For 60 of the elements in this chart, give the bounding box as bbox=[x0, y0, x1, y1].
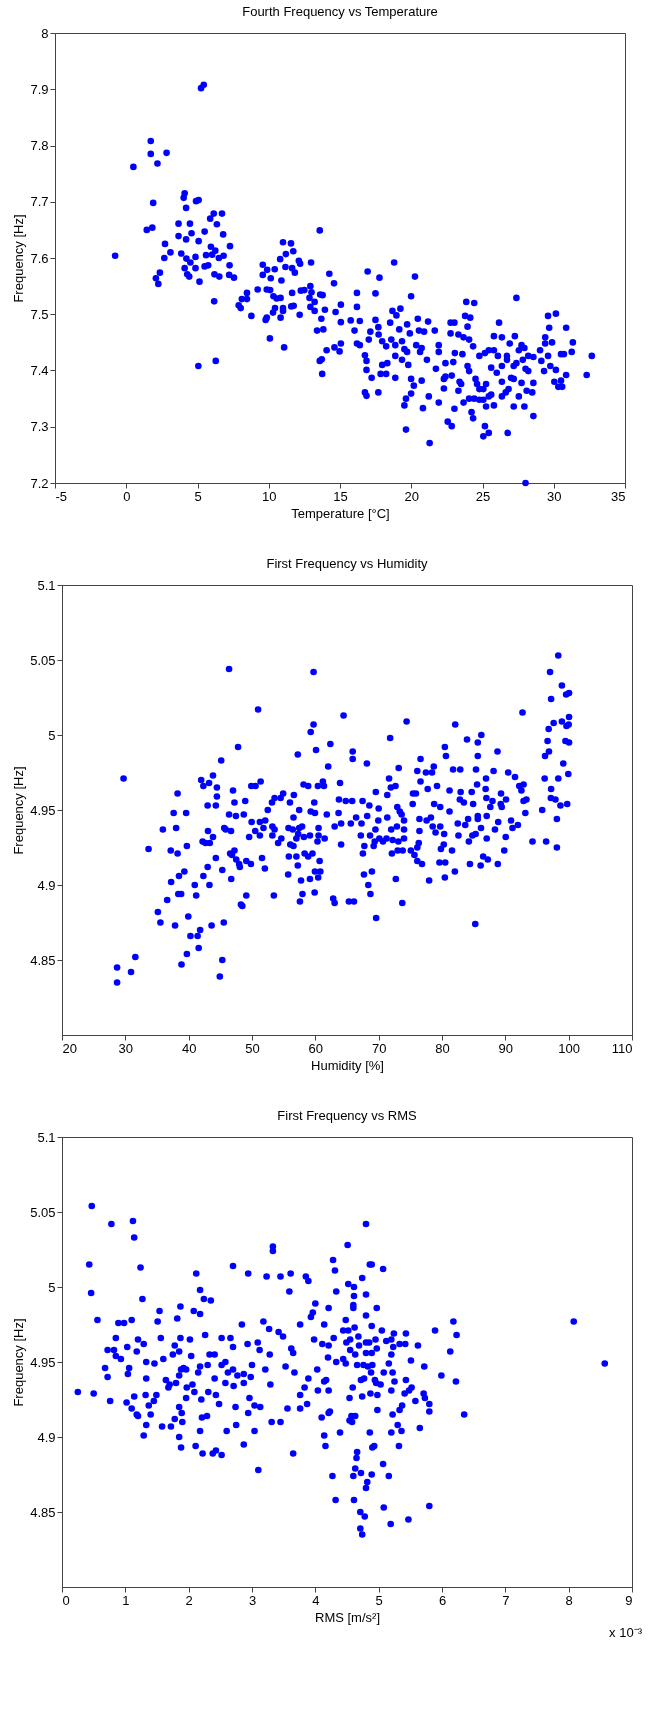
y-tick-label: 4.9 bbox=[37, 1429, 56, 1445]
y-tick-label: 4.95 bbox=[30, 1354, 56, 1370]
x-tick-label: 30 bbox=[118, 1040, 134, 1056]
x-tick-label: 60 bbox=[308, 1040, 324, 1056]
chart-title: Fourth Frequency vs Temperature bbox=[242, 4, 438, 19]
y-tick-label: 7.2 bbox=[30, 475, 49, 491]
x-tick-label: 3 bbox=[248, 1592, 257, 1608]
y-axis-title: Frequency [Hz] bbox=[11, 766, 27, 855]
chart-title: First Frequency vs RMS bbox=[277, 1108, 418, 1123]
x-tick-label: 7 bbox=[502, 1592, 510, 1608]
x-tick-label: 15 bbox=[333, 488, 348, 504]
y-tick-label: 7.3 bbox=[30, 419, 49, 435]
x-axis-title: RMS [m/s²] bbox=[315, 1609, 380, 1625]
chart-title: First Frequency vs Humidity bbox=[266, 556, 429, 571]
x-tick-label: 0 bbox=[123, 488, 131, 504]
x-tick-label: 4 bbox=[312, 1592, 320, 1608]
x-axis-title: Humidity [%] bbox=[311, 1057, 384, 1073]
x-tick-label: 0 bbox=[62, 1592, 70, 1608]
x-tick-label: 50 bbox=[245, 1040, 260, 1056]
x-tick-label: 90 bbox=[498, 1040, 514, 1056]
y-tick-label: 4.9 bbox=[37, 877, 56, 893]
y-tick-label: 7.4 bbox=[30, 363, 49, 378]
x-tick-label: 40 bbox=[181, 1040, 197, 1056]
y-tick-label: 5.1 bbox=[37, 1129, 56, 1145]
x-tick-label: 5 bbox=[375, 1592, 383, 1608]
text: x 10⁻³ bbox=[609, 1625, 643, 1640]
x-tick-label: 1 bbox=[122, 1592, 130, 1608]
x-tick-label: 20 bbox=[404, 488, 419, 504]
y-tick-label: 7.7 bbox=[30, 194, 49, 210]
x-tick-label: 25 bbox=[475, 488, 491, 504]
x-tick-label: 110 bbox=[611, 1040, 633, 1056]
x-axis-title: Temperature [°C] bbox=[291, 505, 390, 521]
y-tick-label: 4.95 bbox=[30, 802, 56, 818]
y-tick-label: 4.85 bbox=[30, 952, 56, 968]
x-tick-label: 2 bbox=[185, 1592, 193, 1608]
x-tick-label: 70 bbox=[371, 1040, 387, 1056]
x-tick-label: 10 bbox=[262, 488, 277, 504]
y-tick-label: 7.5 bbox=[30, 306, 49, 322]
x-tick-label: 20 bbox=[62, 1040, 77, 1056]
y-tick-label: 5.05 bbox=[30, 652, 56, 668]
y-tick-label: 8 bbox=[41, 25, 49, 41]
y-tick-label: 7.9 bbox=[30, 81, 49, 97]
x-tick-label: 35 bbox=[611, 488, 626, 504]
x-tick-label: 6 bbox=[438, 1592, 447, 1608]
x-tick-label: -5 bbox=[55, 488, 68, 504]
y-tick-label: 4.85 bbox=[30, 1504, 56, 1520]
y-tick-label: 7.6 bbox=[30, 250, 49, 266]
x-tick-label: 100 bbox=[558, 1040, 581, 1056]
y-axis-title: Frequency [Hz] bbox=[11, 214, 27, 303]
x-tick-label: 5 bbox=[194, 488, 202, 504]
x-tick-label: 9 bbox=[625, 1592, 633, 1608]
y-tick-label: 5 bbox=[48, 727, 56, 743]
y-tick-label: 5.05 bbox=[30, 1204, 56, 1220]
y-tick-label: 5.1 bbox=[37, 577, 56, 593]
y-axis-title: Frequency [Hz] bbox=[11, 1318, 27, 1407]
y-tick-label: 7.8 bbox=[30, 138, 49, 153]
y-tick-label: 5 bbox=[48, 1279, 56, 1295]
x-tick-label: 80 bbox=[435, 1040, 450, 1056]
x-tick-label: 8 bbox=[565, 1592, 573, 1608]
x-tick-label: 30 bbox=[547, 488, 562, 504]
